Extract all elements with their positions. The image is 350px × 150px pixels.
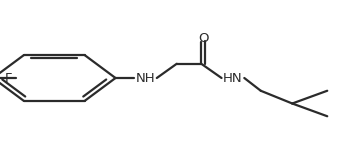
Text: O: O — [198, 32, 209, 45]
Text: NH: NH — [135, 72, 155, 84]
Text: F: F — [5, 72, 13, 84]
Text: HN: HN — [223, 72, 243, 84]
